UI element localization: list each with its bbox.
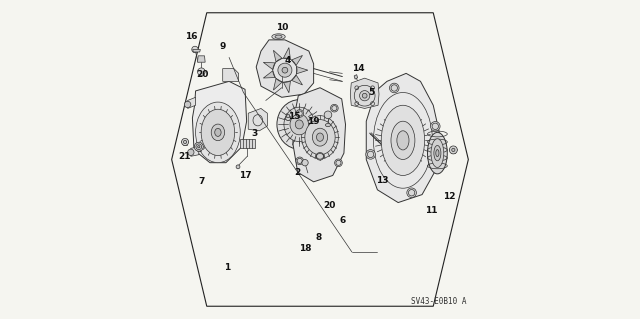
Polygon shape: [293, 88, 346, 182]
Ellipse shape: [184, 140, 187, 144]
Polygon shape: [296, 67, 308, 74]
Polygon shape: [284, 81, 291, 93]
Text: 7: 7: [199, 177, 205, 186]
Ellipse shape: [407, 188, 417, 197]
Ellipse shape: [196, 144, 202, 150]
Circle shape: [302, 160, 308, 166]
Polygon shape: [284, 48, 291, 59]
Ellipse shape: [362, 93, 367, 98]
Ellipse shape: [198, 145, 200, 148]
Circle shape: [188, 149, 194, 156]
Circle shape: [198, 68, 205, 76]
Text: 15: 15: [288, 112, 301, 121]
Text: 1: 1: [225, 263, 230, 272]
Circle shape: [316, 152, 324, 160]
Ellipse shape: [391, 121, 415, 160]
Text: 4: 4: [285, 56, 291, 65]
Polygon shape: [198, 56, 205, 62]
Circle shape: [324, 111, 332, 119]
Ellipse shape: [272, 34, 285, 40]
Ellipse shape: [196, 102, 240, 163]
Ellipse shape: [295, 120, 303, 129]
Circle shape: [192, 46, 198, 53]
Polygon shape: [354, 75, 358, 79]
Polygon shape: [263, 71, 275, 78]
Polygon shape: [256, 40, 314, 97]
Ellipse shape: [284, 107, 315, 142]
Polygon shape: [191, 147, 199, 156]
Ellipse shape: [449, 146, 458, 154]
Text: 20: 20: [196, 70, 208, 79]
Polygon shape: [239, 139, 255, 148]
Polygon shape: [273, 78, 282, 90]
Polygon shape: [223, 69, 239, 81]
Text: 5: 5: [368, 88, 374, 97]
Ellipse shape: [282, 67, 288, 73]
Polygon shape: [263, 62, 275, 70]
Ellipse shape: [312, 128, 328, 146]
Polygon shape: [248, 108, 268, 131]
Circle shape: [184, 101, 191, 108]
Ellipse shape: [434, 145, 441, 161]
Polygon shape: [188, 97, 196, 108]
Ellipse shape: [360, 91, 370, 101]
Polygon shape: [350, 78, 379, 108]
Ellipse shape: [215, 129, 221, 137]
Ellipse shape: [431, 139, 444, 167]
Text: 19: 19: [307, 117, 320, 126]
Text: 12: 12: [443, 192, 456, 201]
Text: 3: 3: [252, 130, 258, 138]
Circle shape: [236, 165, 240, 169]
Text: 17: 17: [239, 171, 252, 180]
Text: 16: 16: [184, 32, 197, 41]
Ellipse shape: [305, 120, 335, 155]
Polygon shape: [193, 49, 200, 52]
Ellipse shape: [290, 114, 308, 135]
Text: 20: 20: [323, 201, 336, 210]
Ellipse shape: [390, 83, 399, 93]
Ellipse shape: [436, 150, 439, 157]
Polygon shape: [291, 75, 303, 85]
Ellipse shape: [381, 105, 424, 175]
Polygon shape: [287, 114, 290, 117]
Ellipse shape: [366, 150, 376, 159]
Ellipse shape: [325, 123, 330, 127]
Polygon shape: [366, 73, 440, 203]
Text: 21: 21: [178, 152, 191, 161]
Ellipse shape: [397, 131, 409, 150]
Text: 18: 18: [300, 244, 312, 253]
Text: 9: 9: [220, 42, 226, 51]
Ellipse shape: [428, 132, 447, 174]
Ellipse shape: [201, 109, 235, 156]
Ellipse shape: [296, 110, 303, 117]
Text: SV43-E0B10 A: SV43-E0B10 A: [412, 297, 467, 306]
Ellipse shape: [452, 148, 455, 152]
Ellipse shape: [275, 35, 282, 38]
Text: 8: 8: [316, 233, 321, 242]
Text: 11: 11: [426, 206, 438, 215]
Circle shape: [285, 115, 291, 121]
Text: 13: 13: [376, 176, 388, 185]
Text: 10: 10: [276, 23, 288, 32]
Ellipse shape: [211, 124, 225, 141]
Ellipse shape: [195, 142, 204, 151]
Ellipse shape: [431, 122, 440, 131]
Polygon shape: [273, 50, 282, 62]
Ellipse shape: [330, 104, 338, 112]
Ellipse shape: [278, 63, 292, 77]
Ellipse shape: [296, 157, 303, 165]
Ellipse shape: [301, 116, 339, 159]
Ellipse shape: [182, 138, 189, 145]
Ellipse shape: [277, 100, 321, 149]
Ellipse shape: [317, 133, 323, 141]
Text: 6: 6: [339, 216, 346, 225]
Ellipse shape: [335, 159, 342, 167]
Polygon shape: [291, 56, 303, 65]
Polygon shape: [193, 81, 246, 163]
Text: 14: 14: [352, 64, 365, 73]
Text: 2: 2: [294, 168, 301, 177]
